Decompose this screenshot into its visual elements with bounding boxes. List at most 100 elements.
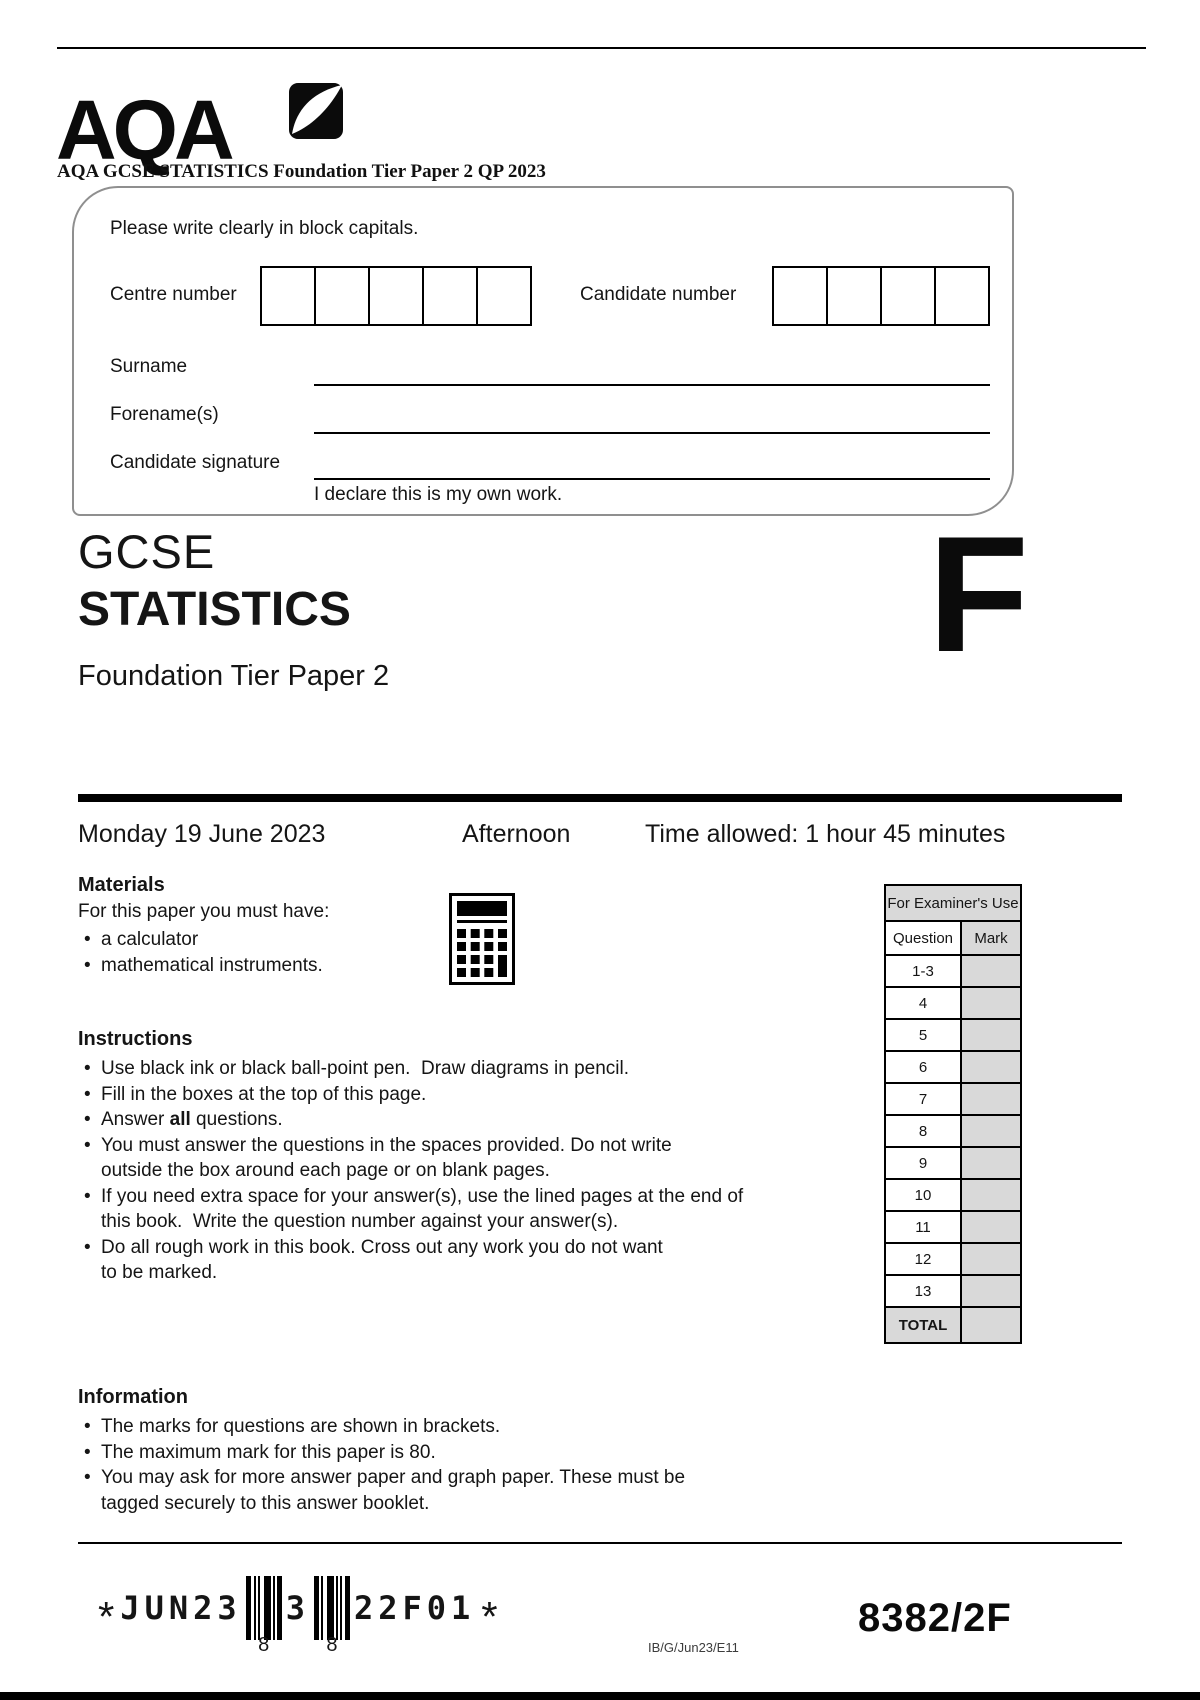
examiner-total-row: TOTAL	[884, 1306, 1022, 1344]
bullet-text: Fill in the boxes at the top of this pag…	[101, 1083, 427, 1105]
bullet-dot: •	[84, 1109, 91, 1130]
entry-box[interactable]	[422, 266, 478, 326]
signature-input-line[interactable]	[314, 478, 990, 480]
subject-title: STATISTICS	[78, 583, 351, 636]
question-cell: 5	[884, 1018, 962, 1052]
candidate-details-box: Please write clearly in block capitals. …	[72, 186, 1014, 516]
bullet-text: Use black ink or black ball-point pen. D…	[101, 1058, 630, 1079]
bullet-item: • Fill in the boxes at the top of this pa…	[80, 1082, 830, 1108]
bullet-item: • The marks for questions are shown in br…	[80, 1414, 830, 1440]
materials-intro: For this paper you must have:	[78, 901, 330, 922]
question-cell: 1-3	[884, 954, 962, 988]
question-cell: 9	[884, 1146, 962, 1180]
block-capitals-instruction: Please write clearly in block capitals.	[110, 218, 419, 239]
materials-heading: Materials	[78, 874, 165, 896]
examiner-table-body: 1-3 4 5 6 7 8 9 10 11 12 13	[884, 954, 1022, 1308]
candidate-number-boxes[interactable]	[772, 266, 990, 326]
imprint-code: IB/G/Jun23/E11	[648, 1640, 739, 1655]
barcode-suffix-text: 22F01	[353, 1589, 476, 1627]
bullet-dot: •	[84, 1185, 91, 1207]
examiner-row: 7	[884, 1082, 1022, 1116]
document-title-line: AQA GCSE STATISTICS Foundation Tier Pape…	[57, 161, 546, 182]
bullet-dot: •	[84, 929, 91, 950]
information-heading: Information	[78, 1386, 188, 1408]
examiner-table-header-row: Question Mark	[884, 920, 1022, 956]
entry-box[interactable]	[826, 266, 882, 326]
aqa-leaf-icon	[289, 83, 343, 139]
question-cell: 6	[884, 1050, 962, 1084]
instructions-list: • Use black ink or black ball-point pen. …	[80, 1056, 830, 1286]
barcode-bars-left: 8	[245, 1576, 282, 1656]
entry-box[interactable]	[314, 266, 370, 326]
bullet-dot: •	[84, 1416, 91, 1437]
entry-box[interactable]	[772, 266, 828, 326]
bullet-item: • a calculator	[80, 927, 440, 953]
barcode-end-star: *	[481, 1593, 498, 1640]
mark-cell	[960, 1114, 1022, 1148]
entry-box[interactable]	[476, 266, 532, 326]
tier-paper-line: Foundation Tier Paper 2	[78, 660, 390, 692]
centre-number-label: Centre number	[110, 284, 237, 305]
bullet-text: You may ask for more answer paper and gr…	[101, 1467, 686, 1514]
bullet-item: • mathematical instruments.	[80, 953, 440, 979]
mark-cell	[960, 1146, 1022, 1180]
bullet-dot: •	[84, 1058, 91, 1079]
page-bottom-bar	[0, 1692, 1200, 1700]
mark-cell	[960, 954, 1022, 988]
examiner-row: 5	[884, 1018, 1022, 1052]
examiner-row: 4	[884, 986, 1022, 1020]
bullet-dot: •	[84, 1236, 91, 1258]
candidate-signature-label: Candidate signature	[110, 452, 281, 473]
bullet-text: If you need extra space for your answer(…	[101, 1185, 744, 1233]
exam-barcode: * JUN23 8 3 8 22F01 *	[94, 1576, 502, 1656]
question-cell: 8	[884, 1114, 962, 1148]
examiner-table-title: For Examiner's Use	[884, 884, 1022, 922]
question-cell: 12	[884, 1242, 962, 1276]
mark-cell	[960, 1050, 1022, 1084]
mark-cell	[960, 1018, 1022, 1052]
examiner-row: 1-3	[884, 954, 1022, 988]
centre-number-boxes[interactable]	[260, 266, 532, 326]
question-column-header: Question	[884, 920, 962, 956]
bullet-text: The maximum mark for this paper is 80.	[101, 1441, 436, 1463]
exam-session: Afternoon	[462, 820, 571, 848]
examiner-table-title-row: For Examiner's Use	[884, 884, 1022, 922]
entry-box[interactable]	[880, 266, 936, 326]
forename-label: Forename(s)	[110, 404, 219, 425]
forename-input-line[interactable]	[314, 432, 990, 434]
entry-box[interactable]	[260, 266, 316, 326]
bullet-dot: •	[84, 1467, 91, 1488]
examiner-row: 13	[884, 1274, 1022, 1308]
mark-cell	[960, 1082, 1022, 1116]
footer-rule	[78, 1542, 1122, 1544]
barcode-bar	[272, 1576, 275, 1640]
barcode-bar	[276, 1576, 282, 1640]
section-divider-rule	[78, 794, 1122, 802]
examiner-use-table: For Examiner's Use Question Mark 1-3 4 5 6 7…	[884, 884, 1022, 1344]
bullet-text: mathematical instruments.	[101, 954, 323, 976]
total-mark-cell	[960, 1306, 1022, 1344]
top-rule	[57, 47, 1146, 49]
mark-cell	[960, 1274, 1022, 1308]
question-cell: 7	[884, 1082, 962, 1116]
question-cell: 4	[884, 986, 962, 1020]
bullet-item: • Use black ink or black ball-point pen. …	[80, 1056, 830, 1082]
entry-box[interactable]	[934, 266, 990, 326]
surname-input-line[interactable]	[314, 384, 990, 386]
exam-date: Monday 19 June 2023	[78, 820, 326, 848]
barcode-left-subdigit: 8	[258, 1634, 270, 1656]
question-cell: 13	[884, 1274, 962, 1308]
barcode-bar	[313, 1576, 319, 1640]
calculator-icon	[449, 893, 515, 985]
information-list: • The marks for questions are shown in br…	[80, 1414, 830, 1516]
barcode-bar	[335, 1576, 338, 1640]
total-label-cell: TOTAL	[884, 1306, 962, 1344]
entry-box[interactable]	[368, 266, 424, 326]
paper-reference-code: 8382/2F	[858, 1596, 1012, 1640]
barcode-bar	[257, 1576, 260, 1640]
barcode-bar	[344, 1576, 350, 1640]
instructions-heading: Instructions	[78, 1028, 193, 1050]
examiner-row: 6	[884, 1050, 1022, 1084]
bullet-dot: •	[84, 954, 91, 976]
bullet-dot: •	[84, 1083, 91, 1105]
